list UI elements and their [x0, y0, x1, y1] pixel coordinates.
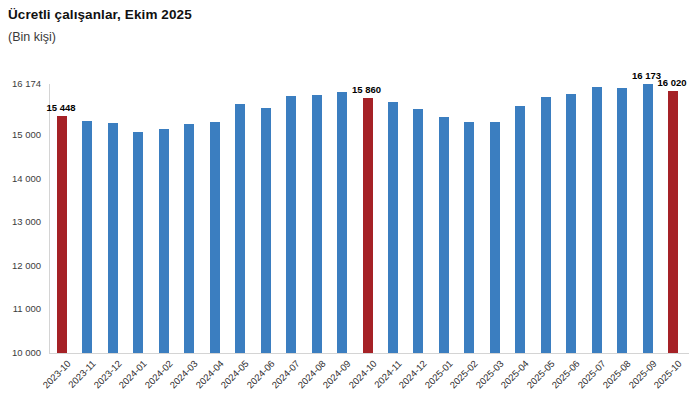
- bar-2024-12: [413, 109, 423, 353]
- y-axis-tick-label: 14 000: [0, 173, 41, 185]
- bar-2025-08: [617, 88, 627, 353]
- data-label-2025-10: 16 020: [657, 77, 686, 89]
- bar-2023-12: [108, 123, 118, 353]
- bar-2025-04: [515, 106, 525, 353]
- bar-2024-04: [210, 122, 220, 353]
- chart-canvas: Ücretli çalışanlar, Ekim 2025 (Bin kişi)…: [0, 0, 694, 410]
- bar-2025-01: [439, 117, 449, 353]
- bar-2025-02: [464, 122, 474, 353]
- bar-2023-11: [82, 121, 92, 353]
- data-label-2023-10: 15 448: [46, 102, 75, 114]
- bar-highlight-2024-10: [363, 98, 373, 353]
- bar-2024-07: [286, 96, 296, 353]
- bar-highlight-2025-10: [668, 91, 678, 353]
- bar-2025-07: [592, 87, 602, 353]
- y-axis-tick-label: 13 000: [0, 216, 41, 228]
- bar-2024-03: [184, 124, 194, 353]
- y-axis-tick-label: 12 000: [0, 260, 41, 272]
- bar-2024-02: [159, 129, 169, 353]
- y-axis-tick-label: 10 000: [0, 347, 41, 359]
- y-axis-tick-label: 16 174: [0, 78, 41, 90]
- bar-2024-01: [133, 132, 143, 353]
- plot-area: [49, 84, 689, 354]
- bar-2025-09: [643, 84, 653, 353]
- bar-highlight-2023-10: [57, 116, 67, 353]
- bar-2024-09: [337, 92, 347, 353]
- x-axis-tick-label: 2023-10: [40, 358, 72, 390]
- bar-2024-05: [235, 104, 245, 353]
- data-label-2024-10: 15 860: [352, 84, 381, 96]
- chart-subtitle: (Bin kişi): [8, 30, 56, 44]
- chart-title: Ücretli çalışanlar, Ekim 2025: [8, 7, 192, 22]
- bar-2024-08: [312, 95, 322, 353]
- y-axis-tick-label: 11 000: [0, 303, 41, 315]
- bar-2025-05: [541, 97, 551, 353]
- bar-2024-06: [261, 108, 271, 353]
- bar-2025-06: [566, 94, 576, 353]
- bar-2025-03: [490, 122, 500, 353]
- y-axis-tick-label: 15 000: [0, 129, 41, 141]
- bar-2024-11: [388, 102, 398, 353]
